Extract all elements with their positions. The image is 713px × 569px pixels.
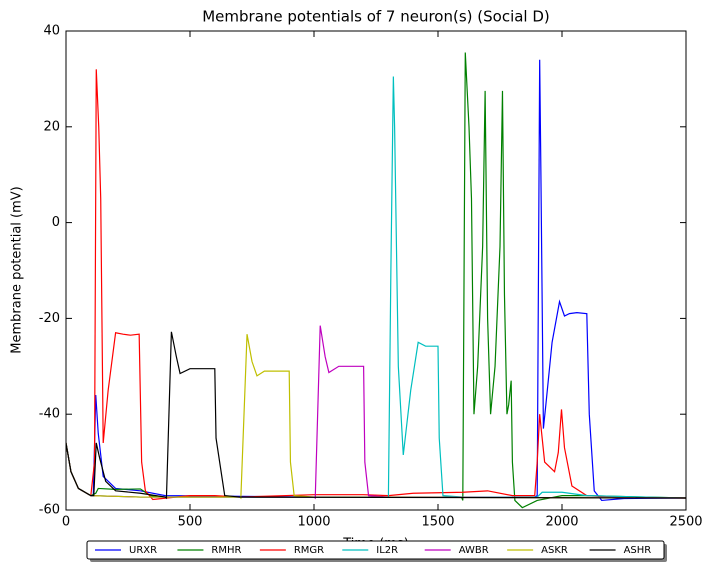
series-line — [66, 52, 686, 509]
legend-label: ASHR — [624, 545, 652, 556]
x-tick-label: 2000 — [545, 515, 578, 530]
legend-label: IL2R — [376, 545, 398, 556]
y-tick-label: -20 — [39, 311, 60, 326]
x-tick-label: 2500 — [669, 515, 702, 530]
x-tick-label: 1000 — [297, 515, 330, 530]
legend-label: URXR — [129, 545, 157, 556]
legend-label: AWBR — [459, 545, 489, 556]
legend-label: RMHR — [211, 545, 241, 556]
y-tick-label: 0 — [52, 215, 60, 230]
series-line — [66, 331, 686, 500]
y-tick-label: 40 — [43, 24, 60, 39]
y-tick-label: 20 — [43, 119, 60, 134]
legend — [86, 540, 665, 560]
x-tick-label: 500 — [178, 515, 203, 530]
chart-title: Membrane potentials of 7 neuron(s) (Soci… — [202, 8, 550, 26]
legend-label: RMGR — [294, 545, 324, 556]
x-tick-label: 1500 — [421, 515, 454, 530]
plot-frame — [65, 30, 687, 511]
legend-label: ASKR — [541, 545, 568, 556]
y-tick-label: -60 — [39, 503, 60, 518]
y-tick-label: -40 — [39, 407, 60, 422]
x-tick-label: 0 — [62, 515, 70, 530]
y-axis-label: Membrane potential (mV) — [10, 186, 25, 353]
